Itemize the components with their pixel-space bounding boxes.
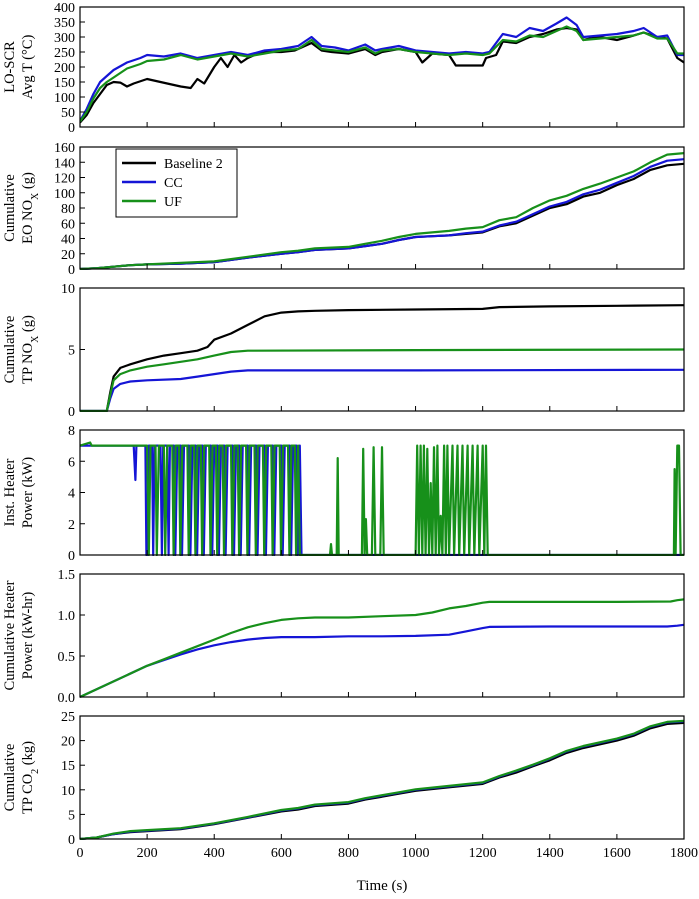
y-axis-label: Cumulative Heater xyxy=(2,580,18,690)
y-tick-label: 0 xyxy=(68,121,75,136)
x-tick-label: 1200 xyxy=(469,846,497,861)
x-tick-label: 800 xyxy=(338,846,359,861)
x-tick-label: 400 xyxy=(204,846,225,861)
y-tick-label: 250 xyxy=(54,46,75,61)
series-line-uf xyxy=(80,719,684,840)
y-tick-label: 140 xyxy=(54,156,75,171)
y-axis-label: Cumulative xyxy=(2,316,18,384)
series-line-uf xyxy=(80,598,684,698)
y-axis-label-group: Cumulative EO NOX (g) xyxy=(2,172,41,244)
chart-panel-4: 0 2 4 6 8 Inst. Heater Power (kW) xyxy=(2,424,685,564)
y-tick-label: 10 xyxy=(61,282,75,297)
legend: Baseline 2 CC UF xyxy=(115,148,238,218)
y-tick-label: 0 xyxy=(68,833,75,848)
y-tick-label: 1.5 xyxy=(58,568,76,583)
legend-label-baseline-2: Baseline 2 xyxy=(164,157,223,172)
y-tick-label: 0 xyxy=(68,549,75,564)
series-line-baseline-2 xyxy=(80,721,684,840)
y-tick-label: 15 xyxy=(61,759,75,774)
y-tick-label: 400 xyxy=(54,1,75,16)
y-tick-label: 200 xyxy=(54,61,75,76)
chart-panel-6: 0 5 10 15 20 25 0 200 400 600 800 1000 1200 1400 1600 1… xyxy=(2,710,698,861)
y-tick-label: 25 xyxy=(61,710,75,725)
y-axis-label: TP CO2 (kg) xyxy=(20,741,41,814)
y-tick-label: 160 xyxy=(54,141,75,156)
chart-panel-5: 0.0 0.5 1.0 1.5 Cumulative Heater Power (kW-h… xyxy=(2,568,685,706)
y-axis-label-group: Cumulative TP CO2 (kg) xyxy=(2,741,41,814)
x-tick-label: 1000 xyxy=(402,846,430,861)
y-tick-label: 0.5 xyxy=(58,650,76,665)
y-tick-label: 100 xyxy=(54,187,75,202)
panel-frame xyxy=(79,573,685,698)
y-tick-label: 300 xyxy=(54,31,75,46)
y-axis-label: Cumulative xyxy=(2,744,18,812)
y-tick-label: 60 xyxy=(61,217,75,232)
y-axis-label-group: LO-SCR Avg T (°C) xyxy=(2,35,36,100)
x-tick-label: 600 xyxy=(271,846,292,861)
y-axis-label: Power (kW) xyxy=(20,457,36,528)
series-line-uf xyxy=(80,348,684,412)
series-line-baseline-2 xyxy=(80,304,684,412)
y-tick-label: 20 xyxy=(61,248,75,263)
y-tick-label: 1.0 xyxy=(58,609,76,624)
y-tick-label: 10 xyxy=(61,784,75,799)
x-tick-label: 1800 xyxy=(670,846,698,861)
chart-panel-3: 0 5 10 Cumulative TP NOX (g) xyxy=(2,282,685,420)
y-axis-label: TP NOX (g) xyxy=(20,315,41,384)
series-line-cc xyxy=(80,368,684,412)
y-tick-label: 0.0 xyxy=(58,691,76,706)
y-tick-label: 2 xyxy=(68,518,75,533)
y-tick-label: 120 xyxy=(54,172,75,187)
y-axis-label-group: Cumulative Heater Power (kW-hr) xyxy=(2,580,36,690)
y-tick-label: 40 xyxy=(61,233,75,248)
y-axis-label: Power (kW-hr) xyxy=(20,592,36,680)
y-tick-label: 50 xyxy=(61,106,75,121)
series-line-cc xyxy=(80,720,684,840)
y-axis-label-group: Cumulative TP NOX (g) xyxy=(2,315,41,384)
panel-frame xyxy=(79,6,685,128)
x-axis-label: Time (s) xyxy=(357,878,408,894)
y-axis-label-group: Inst. Heater Power (kW) xyxy=(2,457,36,528)
y-tick-label: 6 xyxy=(68,455,75,470)
y-tick-label: 5 xyxy=(68,808,75,823)
panel-frame xyxy=(79,715,685,840)
y-tick-label: 0 xyxy=(68,263,75,278)
legend-label-cc: CC xyxy=(164,176,183,191)
y-tick-label: 100 xyxy=(54,91,75,106)
y-tick-label: 8 xyxy=(68,424,75,439)
x-tick-label: 1600 xyxy=(603,846,631,861)
y-tick-label: 4 xyxy=(68,487,75,502)
x-tick-label: 1400 xyxy=(536,846,564,861)
y-axis-label: Cumulative xyxy=(2,174,18,242)
series-line-uf xyxy=(80,152,684,270)
y-axis-label: EO NOX (g) xyxy=(20,172,41,244)
series-line-uf xyxy=(80,25,684,123)
series-line-baseline-2 xyxy=(80,26,684,124)
x-tick-label: 200 xyxy=(137,846,158,861)
y-tick-label: 0 xyxy=(68,405,75,420)
y-axis-label: Inst. Heater xyxy=(2,459,18,527)
y-tick-label: 5 xyxy=(68,344,75,359)
y-axis-label: LO-SCR xyxy=(2,41,18,93)
legend-label-uf: UF xyxy=(164,195,182,210)
y-tick-label: 150 xyxy=(54,76,75,91)
y-tick-label: 350 xyxy=(54,16,75,31)
y-axis-label: Avg T (°C) xyxy=(20,35,36,100)
series-line-cc xyxy=(80,16,684,122)
y-tick-label: 20 xyxy=(61,735,75,750)
y-tick-label: 80 xyxy=(61,202,75,217)
series-line-cc xyxy=(80,623,684,698)
series-line-uf xyxy=(80,441,684,556)
x-tick-label: 0 xyxy=(77,846,84,861)
